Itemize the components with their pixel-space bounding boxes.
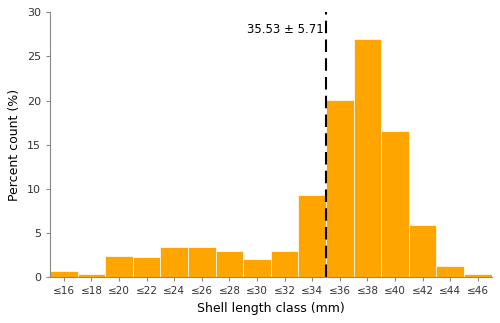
Bar <box>133 257 160 277</box>
X-axis label: Shell length class (mm): Shell length class (mm) <box>197 302 344 315</box>
Bar <box>354 39 382 277</box>
Bar <box>436 266 464 277</box>
Bar <box>78 274 105 277</box>
Bar <box>326 100 353 277</box>
Bar <box>188 247 216 277</box>
Bar <box>216 252 244 277</box>
Bar <box>105 256 133 277</box>
Bar <box>244 259 271 277</box>
Bar <box>160 247 188 277</box>
Bar <box>271 252 298 277</box>
Bar <box>409 225 436 277</box>
Bar <box>298 195 326 277</box>
Y-axis label: Percent count (%): Percent count (%) <box>8 89 22 201</box>
Bar <box>382 131 409 277</box>
Text: 35.53 ± 5.71: 35.53 ± 5.71 <box>246 23 324 36</box>
Bar <box>50 271 78 277</box>
Bar <box>464 274 491 277</box>
